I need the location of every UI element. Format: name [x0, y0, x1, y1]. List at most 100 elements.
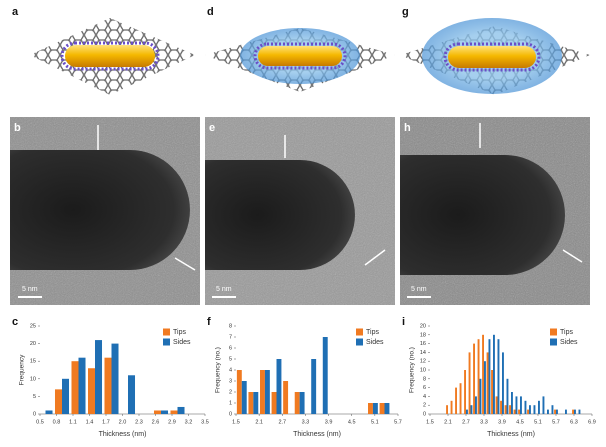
- illustration-g: [400, 18, 590, 95]
- x-tick-label: 2.6: [152, 419, 160, 425]
- bar: [527, 409, 529, 414]
- legend-swatch: [356, 328, 363, 336]
- legend-label: Tips: [173, 329, 186, 336]
- x-tick-label: 2.7: [278, 419, 286, 425]
- y-tick-label: 6: [229, 345, 232, 351]
- bar: [455, 387, 457, 414]
- y-tick-label: 20: [420, 323, 426, 329]
- bar: [488, 339, 491, 414]
- bar: [241, 381, 247, 414]
- bar: [299, 392, 305, 414]
- x-axis-label: Thickness (nm): [99, 431, 147, 438]
- y-tick-label: 2: [229, 389, 232, 395]
- bar: [248, 392, 254, 414]
- bar: [446, 405, 448, 414]
- y-tick-label: 14: [420, 350, 426, 356]
- y-tick-label: 0: [229, 411, 232, 417]
- x-tick-label: 3.9: [498, 419, 506, 425]
- bar: [513, 409, 516, 414]
- bar: [111, 343, 119, 414]
- bar: [497, 339, 500, 414]
- x-tick-label: 3.3: [480, 419, 488, 425]
- y-tick-label: 2: [423, 403, 426, 409]
- bar: [493, 334, 495, 414]
- bar: [384, 403, 390, 414]
- tem-image-h: [400, 117, 590, 305]
- bar: [322, 337, 328, 414]
- panel-label: d: [207, 6, 214, 18]
- y-tick-label: 7: [229, 334, 232, 340]
- y-tick-label: 0: [423, 411, 426, 417]
- bar: [104, 357, 112, 414]
- legend-label: Sides: [560, 339, 578, 346]
- x-tick-label: 4.5: [348, 419, 356, 425]
- x-tick-label: 2.3: [135, 419, 143, 425]
- bar: [518, 409, 520, 414]
- x-tick-label: 0.5: [36, 419, 44, 425]
- legend-swatch: [356, 338, 363, 346]
- y-tick-label: 5: [229, 356, 232, 362]
- bar: [482, 334, 484, 414]
- bar: [538, 400, 540, 414]
- y-tick-label: 4: [423, 394, 426, 400]
- bar: [260, 370, 265, 414]
- x-tick-label: 1.1: [69, 419, 77, 425]
- bar: [466, 409, 468, 414]
- x-tick-label: 5.7: [394, 419, 402, 425]
- bar: [470, 405, 473, 414]
- bar: [71, 361, 79, 414]
- y-tick-label: 25: [30, 323, 36, 329]
- bar: [468, 352, 471, 414]
- x-tick-label: 2.0: [119, 419, 127, 425]
- bar: [554, 409, 556, 414]
- legend-swatch: [550, 328, 557, 336]
- x-tick-label: 3.3: [302, 419, 310, 425]
- scale-bar-label: 5 nm: [22, 286, 38, 293]
- bar: [506, 378, 509, 414]
- panel-label: f: [207, 316, 211, 328]
- bar: [529, 405, 531, 414]
- bar: [524, 400, 527, 414]
- y-tick-label: 1: [229, 400, 232, 406]
- y-tick-label: 10: [420, 367, 426, 373]
- bar: [177, 406, 185, 414]
- x-tick-label: 5.7: [552, 419, 560, 425]
- y-tick-label: 18: [420, 332, 426, 338]
- x-tick-label: 6.3: [570, 419, 578, 425]
- bar: [520, 396, 522, 414]
- x-tick-label: 3.2: [185, 419, 193, 425]
- scale-bar-label: 5 nm: [216, 286, 232, 293]
- x-tick-label: 5.1: [534, 419, 542, 425]
- legend-swatch: [163, 328, 170, 336]
- bar: [236, 370, 242, 414]
- bar: [464, 370, 466, 414]
- legend-swatch: [163, 338, 170, 346]
- bar: [62, 378, 70, 414]
- bar: [574, 409, 576, 414]
- y-axis-label: Frequency (no.): [215, 347, 222, 393]
- y-tick-label: 3: [229, 378, 232, 384]
- tem-image-b: [10, 117, 200, 305]
- panel-label: b: [14, 122, 21, 134]
- bar: [495, 396, 498, 414]
- panel-label: a: [12, 6, 19, 18]
- legend-label: Sides: [366, 339, 384, 346]
- y-tick-label: 10: [30, 376, 36, 382]
- bar: [479, 378, 482, 414]
- x-tick-label: 0.8: [53, 419, 61, 425]
- bar: [372, 403, 378, 414]
- bar: [294, 392, 300, 414]
- bar: [502, 352, 504, 414]
- bar: [509, 405, 511, 414]
- x-tick-label: 2.1: [255, 419, 263, 425]
- bar: [264, 370, 270, 414]
- panel-label: h: [404, 122, 411, 134]
- bar: [533, 405, 536, 414]
- x-tick-label: 2.1: [444, 419, 452, 425]
- bar: [484, 361, 486, 414]
- x-tick-label: 2.9: [168, 419, 176, 425]
- panel-label: c: [12, 316, 18, 328]
- y-tick-label: 6: [423, 385, 426, 391]
- y-tick-label: 15: [30, 359, 36, 365]
